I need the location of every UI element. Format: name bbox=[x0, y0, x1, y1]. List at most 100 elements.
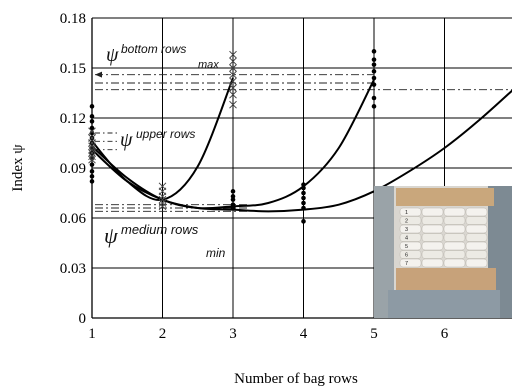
data-point-cross bbox=[158, 192, 167, 201]
data-point-dot bbox=[301, 219, 306, 224]
photo-bag bbox=[399, 241, 422, 251]
annotation-psi-1: ψ upper rows bbox=[120, 127, 195, 151]
data-point-cross bbox=[229, 50, 237, 59]
photo-bag bbox=[399, 233, 422, 242]
data-point-dot bbox=[89, 162, 95, 167]
photo-row-label: 1 bbox=[405, 210, 408, 216]
psi-subscript: min bbox=[206, 246, 226, 260]
data-point-cross bbox=[158, 199, 167, 207]
photo-bag bbox=[465, 241, 488, 251]
annotation-psi-2: ψ medium rows min bbox=[104, 222, 226, 260]
photo-bag bbox=[421, 258, 444, 268]
data-point-dot bbox=[301, 200, 306, 206]
x-tick-label: 5 bbox=[370, 326, 378, 342]
y-tick-label: 0.15 bbox=[60, 61, 86, 77]
photo-bag bbox=[421, 241, 444, 251]
y-tick-labels: 0 0.03 0.06 0.09 0.12 0.15 0.18 bbox=[60, 11, 87, 327]
data-point-dot bbox=[89, 169, 95, 174]
data-point-dot bbox=[301, 190, 306, 196]
data-point-cross bbox=[229, 84, 237, 92]
specimen-photo: 1 2 3 4 5 6 7 bbox=[374, 186, 512, 318]
x-axis-title: Number of bag rows bbox=[234, 371, 358, 387]
data-point-dot bbox=[371, 49, 377, 54]
x-tick-label: 4 bbox=[300, 326, 308, 342]
photo-bag bbox=[443, 250, 466, 259]
y-tick-label: 0.12 bbox=[60, 111, 86, 127]
data-point-cross bbox=[88, 149, 96, 157]
data-point-dot bbox=[371, 75, 377, 81]
data-point-cross bbox=[229, 57, 237, 66]
data-point-dot bbox=[89, 174, 95, 179]
data-point-cross bbox=[229, 70, 237, 79]
photo-bag bbox=[465, 207, 488, 217]
psi-superscript: upper rows bbox=[136, 127, 195, 141]
data-point-dot bbox=[89, 104, 95, 109]
photo-bag bbox=[399, 216, 422, 225]
photo-bag bbox=[443, 207, 466, 217]
photo-row-label: 2 bbox=[405, 219, 408, 225]
photo-bag bbox=[465, 233, 488, 242]
psi-superscript: medium rows bbox=[121, 222, 199, 237]
photo-base bbox=[388, 290, 500, 318]
data-point-dot bbox=[301, 205, 306, 211]
data-point-dot bbox=[371, 95, 377, 101]
photo-left-wall bbox=[374, 186, 394, 318]
data-point-dot bbox=[89, 114, 95, 119]
photo-bag bbox=[443, 224, 466, 234]
x-tick-label: 1 bbox=[88, 326, 96, 342]
photo-row-label: 5 bbox=[405, 244, 408, 250]
photo-bottom-plate bbox=[396, 268, 496, 290]
photo-bag bbox=[421, 224, 444, 234]
data-point-cross bbox=[229, 90, 237, 99]
psi-symbol: ψ bbox=[106, 44, 119, 66]
y-tick-label: 0.06 bbox=[60, 211, 87, 227]
photo-bag bbox=[399, 224, 422, 234]
data-point-cross bbox=[88, 142, 96, 151]
photo-bag bbox=[421, 233, 444, 242]
data-point-cross bbox=[229, 64, 237, 72]
photo-bag bbox=[443, 233, 466, 242]
data-point-dot bbox=[230, 197, 236, 202]
data-point-cross bbox=[229, 100, 237, 109]
photo-top-plate bbox=[396, 188, 494, 206]
x-tick-label: 6 bbox=[441, 326, 449, 342]
data-point-dot bbox=[371, 69, 377, 74]
y-tick-label: 0.03 bbox=[60, 261, 86, 277]
y-tick-label: 0 bbox=[79, 311, 87, 327]
data-point-cross bbox=[229, 77, 237, 86]
annotation-psi-0: ψ bottom rows max bbox=[106, 42, 219, 71]
y-tick-label: 0.18 bbox=[60, 11, 86, 27]
psi-symbol: ψ bbox=[104, 223, 118, 248]
data-point-cross bbox=[88, 145, 96, 154]
data-point-dot bbox=[371, 104, 377, 109]
data-point-cross bbox=[88, 139, 96, 147]
psi-superscript: bottom rows bbox=[121, 42, 186, 56]
psi-symbol: ψ bbox=[120, 129, 133, 151]
photo-bag bbox=[465, 258, 488, 268]
data-point-dot bbox=[230, 194, 236, 199]
photo-bag bbox=[443, 216, 466, 225]
photo-bag bbox=[399, 258, 422, 268]
data-point-dot bbox=[230, 189, 236, 194]
photo-bag bbox=[465, 216, 488, 225]
max-arrow bbox=[95, 71, 102, 78]
data-point-cross bbox=[88, 127, 96, 136]
data-point-dot bbox=[371, 57, 377, 62]
photo-row-label: 3 bbox=[405, 227, 408, 233]
data-point-dot bbox=[301, 185, 306, 191]
data-point-dot bbox=[89, 179, 95, 184]
data-point-dot bbox=[89, 125, 95, 131]
data-point-cross bbox=[158, 195, 167, 204]
photo-row-label: 4 bbox=[405, 236, 408, 242]
photo-bag bbox=[421, 207, 444, 217]
data-point-cross bbox=[88, 152, 96, 161]
photo-bag bbox=[399, 207, 422, 217]
photo-bag bbox=[465, 250, 488, 259]
data-point-dot bbox=[301, 182, 306, 187]
psi-subscript: max bbox=[198, 59, 219, 71]
photo-bag bbox=[443, 258, 466, 268]
data-point-dot bbox=[230, 202, 236, 207]
data-point-cross bbox=[88, 155, 96, 164]
